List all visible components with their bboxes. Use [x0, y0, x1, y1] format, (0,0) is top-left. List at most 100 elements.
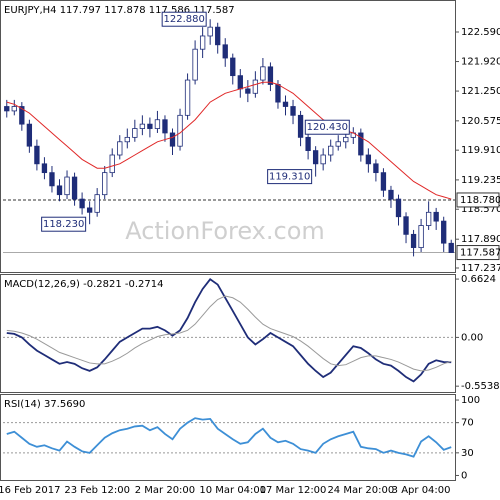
candle-body: [290, 106, 296, 116]
panel-title: MACD(12,26,9) -0.2821 -0.2714: [4, 279, 164, 290]
candle-body: [365, 154, 372, 165]
candle-body: [4, 106, 10, 112]
candle-body: [132, 128, 138, 138]
y-tick-label: 0.6624: [461, 274, 496, 285]
candle-body: [109, 154, 115, 174]
candle-body: [395, 198, 402, 218]
candle-body: [320, 154, 326, 165]
line: [6, 81, 452, 200]
candle-body: [230, 57, 236, 77]
candle-body: [305, 136, 311, 151]
candle-body: [34, 145, 40, 165]
annotation-box: [267, 169, 313, 185]
annotation-label: 119.310: [269, 172, 310, 183]
candle-body: [358, 132, 364, 156]
candle-body: [94, 194, 100, 213]
candle-body: [19, 106, 25, 125]
candle-body: [102, 172, 108, 196]
candle-body: [117, 141, 123, 156]
price-box: [456, 192, 500, 208]
candle-body: [147, 123, 153, 129]
y-tick-label: 117.237: [461, 263, 500, 274]
y-tick-label: 0.00: [461, 332, 483, 343]
y-tick-label: 119.910: [461, 145, 500, 156]
candle-body: [380, 172, 387, 191]
y-tick-label: 0: [461, 470, 467, 481]
candle-body: [267, 66, 274, 85]
y-tick-label: 119.235: [461, 175, 500, 186]
annotation-label: 118.230: [43, 219, 84, 230]
candle-body: [297, 114, 304, 138]
annotation-label: 122.880: [163, 14, 204, 25]
candle-body: [154, 119, 161, 129]
price-box-label: 117.587: [460, 248, 500, 259]
candle-body: [425, 211, 432, 226]
candle-body: [433, 211, 439, 222]
candle-body: [312, 150, 319, 165]
y-tick-label: 122.590: [461, 27, 500, 38]
annotation-box: [41, 216, 87, 232]
candle-body: [71, 176, 78, 200]
x-tick-label: 10 Mar 04:00: [199, 485, 266, 496]
annotation-label: 120.430: [307, 122, 348, 133]
y-tick-label: 121.250: [461, 86, 500, 97]
panel-title: EURJPY,H4 117.797 117.878 117.586 117.58…: [4, 5, 235, 16]
candle-body: [215, 26, 221, 46]
y-tick-label: 70: [461, 418, 474, 429]
annotation-box: [304, 119, 350, 135]
price-panel: [0, 0, 456, 273]
candle-body: [56, 185, 63, 196]
candle-body: [275, 84, 281, 103]
candle-body: [403, 216, 409, 235]
line: [6, 295, 452, 372]
candle-body: [177, 114, 183, 147]
candle-body: [86, 207, 93, 213]
x-tick-label: 24 Mar 20:00: [327, 485, 394, 496]
x-tick-label: 3 Apr 04:00: [392, 485, 451, 496]
y-tick-label: 120.575: [461, 116, 500, 127]
x-tick-label: 16 Feb 2017: [0, 485, 60, 496]
candle-body: [328, 145, 334, 156]
x-tick-label: 23 Feb 12:00: [64, 485, 130, 496]
rsi-panel: [0, 394, 456, 481]
candle-body: [26, 123, 33, 147]
candle-body: [245, 88, 251, 94]
candle-body: [199, 35, 206, 50]
candle-body: [282, 101, 289, 107]
price-box: [456, 245, 500, 261]
candle-body: [192, 48, 198, 81]
candle-body: [410, 233, 417, 248]
candle-body: [11, 106, 17, 112]
candle-body: [79, 198, 85, 209]
panel-title: RSI(14) 37.5690: [4, 399, 85, 410]
y-tick-label: 117.890: [461, 234, 500, 245]
candle-body: [124, 136, 130, 143]
candle-body: [373, 163, 379, 174]
watermark: ActionForex.com: [125, 217, 325, 245]
candle-body: [418, 225, 424, 248]
x-tick-label: 2 Mar 20:00: [135, 485, 195, 496]
candle-body: [335, 141, 341, 147]
candle-body: [169, 132, 176, 147]
y-tick-label: 100: [461, 395, 480, 406]
macd-panel: [0, 274, 456, 393]
y-tick-label: 118.570: [461, 204, 500, 215]
candle-body: [448, 242, 454, 253]
candle-body: [64, 176, 70, 196]
candle-body: [441, 220, 447, 244]
x-tick-label: 17 Mar 12:00: [260, 485, 327, 496]
line: [6, 278, 452, 383]
candle-body: [260, 66, 266, 81]
candle-body: [222, 44, 228, 59]
candle-body: [207, 26, 213, 37]
candle-body: [252, 79, 259, 94]
y-tick-label: 30: [461, 448, 474, 459]
y-tick-label: -0.5538: [461, 381, 500, 392]
candle-body: [41, 163, 48, 174]
candle-body: [388, 189, 394, 200]
price-box-label: 118.780: [460, 195, 500, 206]
candle-body: [237, 75, 243, 90]
candle-body: [139, 123, 146, 129]
candle-body: [343, 136, 349, 143]
